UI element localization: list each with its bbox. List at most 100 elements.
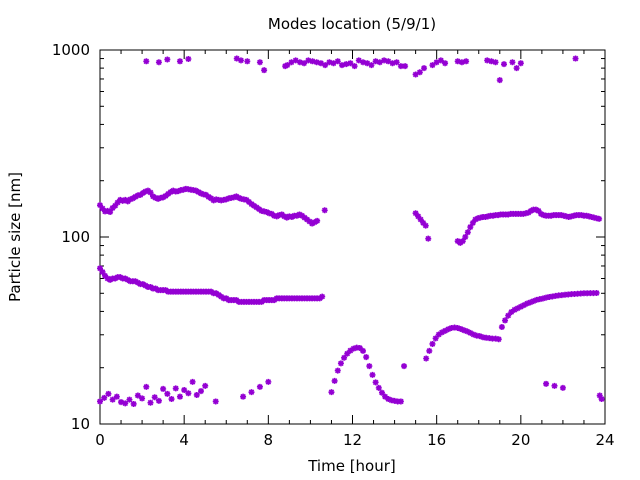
- data-point: [223, 196, 230, 203]
- data-point: [464, 328, 471, 335]
- data-point: [122, 400, 129, 407]
- data-point: [389, 60, 396, 67]
- data-point: [464, 229, 471, 236]
- data-point: [422, 222, 429, 229]
- data-point: [309, 220, 316, 227]
- data-point: [284, 62, 291, 69]
- data-point: [155, 397, 162, 404]
- data-point: [112, 202, 119, 209]
- data-point: [304, 216, 311, 223]
- data-point: [469, 219, 476, 226]
- data-point: [385, 396, 392, 403]
- data-point: [112, 275, 119, 282]
- data-point: [301, 60, 308, 67]
- data-point: [107, 276, 114, 283]
- data-point: [168, 396, 175, 403]
- data-point: [256, 383, 263, 390]
- data-point: [283, 214, 290, 221]
- data-point: [281, 213, 288, 220]
- data-point: [240, 393, 247, 400]
- data-point: [321, 207, 328, 214]
- data-point: [248, 389, 255, 396]
- data-point: [372, 58, 379, 65]
- data-point: [331, 377, 338, 384]
- data-point: [311, 219, 318, 226]
- data-point: [539, 295, 546, 302]
- data-point: [401, 363, 408, 370]
- data-point: [261, 67, 268, 74]
- data-point: [517, 303, 524, 310]
- data-point: [317, 60, 324, 67]
- data-point: [143, 383, 150, 390]
- data-point: [527, 299, 534, 306]
- data-point: [538, 210, 545, 217]
- chart-title: Modes location (5/9/1): [268, 15, 436, 33]
- data-point: [366, 363, 373, 370]
- data-point: [237, 57, 244, 64]
- data-point: [353, 344, 360, 351]
- data-point: [97, 398, 103, 405]
- data-point: [520, 302, 527, 309]
- data-point: [508, 309, 515, 316]
- y-tick-label: 1000: [52, 41, 90, 59]
- data-point: [122, 275, 129, 282]
- data-point: [445, 326, 452, 333]
- data-point: [134, 392, 141, 399]
- data-point: [555, 292, 562, 299]
- data-point: [451, 324, 458, 331]
- x-tick-label: 4: [179, 431, 189, 449]
- data-point: [263, 209, 270, 216]
- data-point: [364, 60, 371, 67]
- data-point: [164, 56, 171, 63]
- data-point: [397, 398, 404, 405]
- data-point: [388, 397, 395, 404]
- data-point: [180, 186, 187, 193]
- data-point: [99, 205, 106, 212]
- data-point: [433, 59, 440, 66]
- data-point: [397, 63, 404, 70]
- data-point: [350, 345, 357, 352]
- data-point: [314, 217, 321, 224]
- data-point: [139, 395, 146, 402]
- data-point: [301, 214, 308, 221]
- data-point: [394, 398, 401, 405]
- data-point: [429, 340, 436, 347]
- data-point: [558, 292, 565, 299]
- data-point: [288, 213, 295, 220]
- data-point: [505, 312, 512, 319]
- data-points: [97, 56, 605, 407]
- data-point: [143, 58, 150, 65]
- data-point: [489, 335, 496, 342]
- data-point: [202, 382, 209, 389]
- data-point: [192, 187, 199, 194]
- data-point: [416, 69, 423, 76]
- data-point: [151, 394, 158, 401]
- data-point: [344, 350, 351, 357]
- data-point: [536, 296, 543, 303]
- data-point: [341, 354, 348, 361]
- data-point: [165, 190, 172, 197]
- data-point: [479, 334, 486, 341]
- data-point: [417, 216, 424, 223]
- data-point: [360, 347, 367, 354]
- data-point: [458, 59, 465, 66]
- data-point: [577, 290, 584, 297]
- data-point: [412, 71, 419, 78]
- data-point: [330, 60, 337, 67]
- data-point: [338, 62, 345, 69]
- data-point: [337, 360, 344, 367]
- data-point: [185, 56, 192, 63]
- data-point: [328, 389, 335, 396]
- data-point: [347, 347, 354, 354]
- data-point: [501, 61, 507, 68]
- data-point: [391, 397, 398, 404]
- data-point: [164, 390, 171, 397]
- data-point: [393, 59, 400, 66]
- x-tick-label: 0: [95, 431, 105, 449]
- data-point: [355, 57, 362, 64]
- data-point: [420, 219, 427, 226]
- data-point: [147, 399, 154, 406]
- data-point: [97, 265, 103, 272]
- data-point: [265, 378, 272, 385]
